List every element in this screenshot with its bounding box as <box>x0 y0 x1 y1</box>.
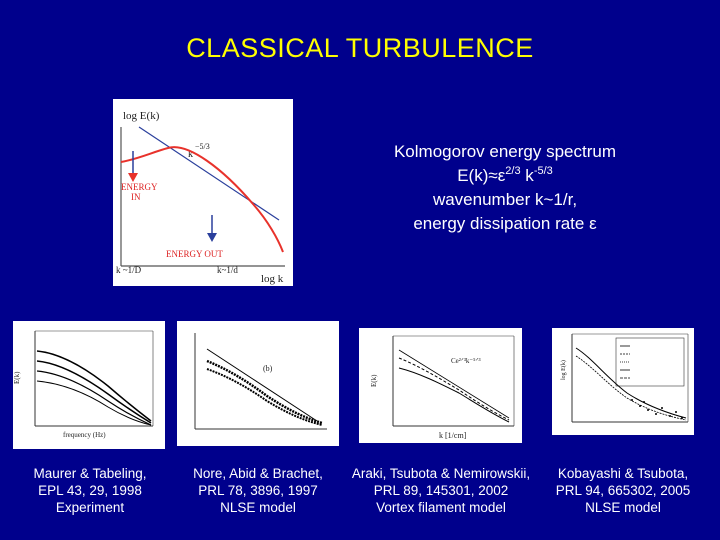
x-axis-label: log k <box>261 273 284 285</box>
thumbnail-nore-abid-brachet: (b) <box>177 321 339 446</box>
energy-in-label-1: ENERGY <box>121 182 158 192</box>
thumb3-annotation: Ce²ᐟ³k⁻⁵ᐟ³ <box>451 357 481 365</box>
caption-3-line-3: Vortex filament model <box>376 500 506 515</box>
slope-line <box>138 126 280 221</box>
thumbnail-araki-tsubota: E(k) k [1/cm] Ce²ᐟ³k⁻⁵ᐟ³ <box>359 328 522 443</box>
y-axis-label: log E(k) <box>123 110 160 122</box>
caption-nore-abid-brachet: Nore, Abid & Brachet, PRL 78, 3896, 1997… <box>168 465 348 516</box>
thumb1-xlabel: frequency (Hz) <box>63 431 106 439</box>
caption-2-line-2: PRL 78, 3896, 1997 <box>198 483 318 498</box>
thumb1-ylabel: E(k) <box>13 371 21 384</box>
slide-title: CLASSICAL TURBULENCE <box>186 33 534 63</box>
caption-1-line-2: EPL 43, 29, 1998 <box>38 483 142 498</box>
tick-left-label: k ~1/D <box>116 265 142 275</box>
caption-1-line-1: Maurer & Tabeling, <box>33 466 147 481</box>
spectrum-description: Kolmogorov energy spectrum E(k)≈ε2/3 k-5… <box>355 140 655 236</box>
formula-mid: k <box>520 166 534 185</box>
thumbnail-4-plot: log E(k) <box>560 333 689 423</box>
slope-k-label: k <box>188 149 193 160</box>
spectrum-line-4: energy dissipation rate ε <box>413 214 597 233</box>
thumb3-xlabel: k [1/cm] <box>439 431 467 440</box>
spectrum-line-3: wavenumber k~1/r, <box>432 190 578 209</box>
spectrum-formula: E(k)≈ε2/3 k-5/3 <box>355 164 655 188</box>
caption-araki-tsubota: Araki, Tsubota & Nemirowskii, PRL 89, 14… <box>351 465 531 516</box>
caption-2-line-3: NLSE model <box>220 500 296 515</box>
caption-1-line-3: Experiment <box>55 500 125 515</box>
thumbnail-kobayashi-tsubota: log E(k) <box>552 328 694 435</box>
caption-maurer-tabeling: Maurer & Tabeling, EPL 43, 29, 1998 Expe… <box>0 465 180 516</box>
slope-exponent: −5/3 <box>195 142 210 151</box>
thumbnail-2-plot: (b) <box>194 333 327 430</box>
thumbnail-maurer-tabeling: E(k) frequency (Hz) <box>13 321 165 449</box>
caption-4-line-3: NLSE model <box>585 500 661 515</box>
caption-4-line-1: Kobayashi & Tsubota, <box>557 466 689 481</box>
energy-out-label: ENERGY OUT <box>166 249 223 259</box>
formula-prefix: E(k)≈ε <box>457 166 506 185</box>
caption-3-line-2: PRL 89, 145301, 2002 <box>373 483 509 498</box>
thumb2-label: (b) <box>263 364 273 373</box>
thumbnail-3-plot: E(k) k [1/cm] Ce²ᐟ³k⁻⁵ᐟ³ <box>370 335 515 440</box>
energy-out-arrowhead <box>207 233 217 242</box>
caption-3-line-1: Araki, Tsubota & Nemirowskii, <box>351 466 531 481</box>
formula-exp-1: 2/3 <box>505 165 521 177</box>
spectrum-schematic-svg: log E(k) log k k −5/3 ENERGY IN ENERGY O… <box>116 110 285 285</box>
thumb3-ylabel: E(k) <box>370 374 378 387</box>
thumbnail-1-plot: E(k) frequency (Hz) <box>13 330 154 439</box>
caption-2-line-1: Nore, Abid & Brachet, <box>193 466 323 481</box>
formula-exp-2: -5/3 <box>533 165 553 177</box>
tick-right-label: k~1/d <box>217 265 238 275</box>
energy-in-arrowhead <box>128 173 138 182</box>
thumb4-ylabel: log E(k) <box>560 360 567 380</box>
spectrum-line-1: Kolmogorov energy spectrum <box>393 142 617 161</box>
caption-4-line-2: PRL 94, 665302, 2005 <box>555 483 691 498</box>
energy-in-label-2: IN <box>131 192 141 202</box>
caption-kobayashi-tsubota: Kobayashi & Tsubota, PRL 94, 665302, 200… <box>533 465 713 516</box>
kolmogorov-spectrum-figure: log E(k) log k k −5/3 ENERGY IN ENERGY O… <box>113 99 293 286</box>
spectrum-curve <box>120 146 284 253</box>
